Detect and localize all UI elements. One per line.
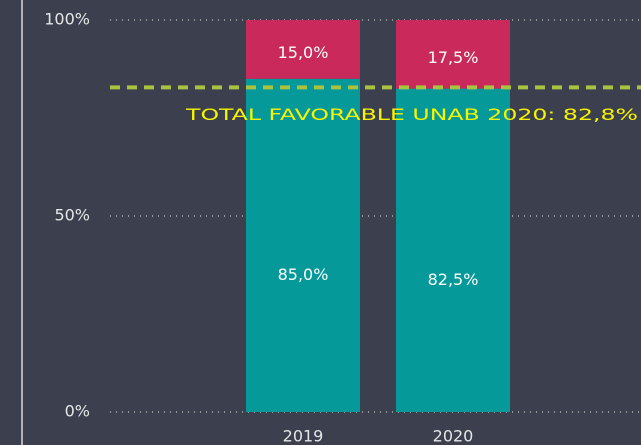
bar-segment [246, 78, 360, 413]
value-label: 15,0% [278, 43, 329, 62]
bar-segment [246, 20, 360, 79]
x-tick-label: 2019 [283, 427, 324, 445]
y-tick-label: 0% [65, 402, 90, 421]
reference-label: TOTAL FAVORABLE UNAB 2020: 82,8% [185, 105, 638, 124]
value-label: 82,5% [428, 270, 479, 289]
value-label: 85,0% [278, 265, 329, 284]
x-tick-label: 2020 [433, 427, 474, 445]
bar-segment [396, 88, 510, 412]
y-tick-label: 100% [44, 10, 90, 29]
y-tick-label: 50% [54, 206, 90, 225]
value-label: 17,5% [428, 48, 479, 67]
bar-segment [396, 20, 510, 89]
